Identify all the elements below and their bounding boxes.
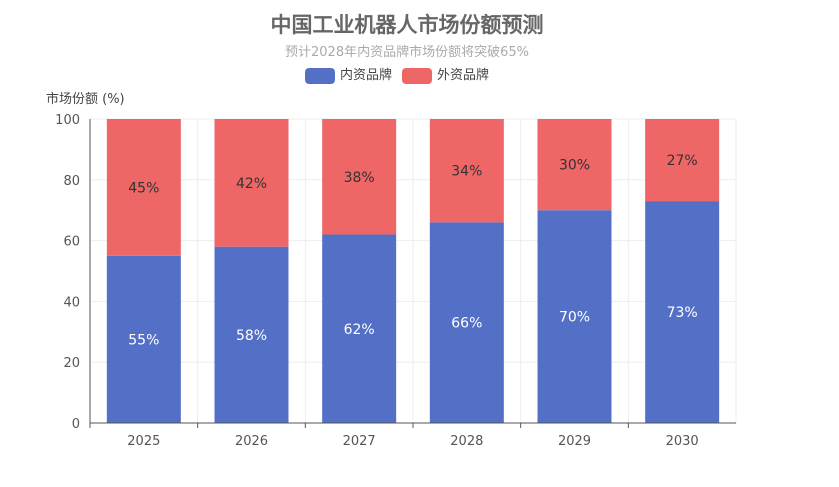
x-tick-label: 2026 <box>235 434 268 449</box>
bar-domestic <box>429 222 504 423</box>
chart-subtitle: 预计2028年内资品牌市场份额将突破65% <box>285 45 529 60</box>
legend: 内资品牌 外资品牌 <box>305 68 489 84</box>
data-label: 73% <box>667 305 698 321</box>
legend-swatch <box>402 68 433 84</box>
legend-item-domestic[interactable]: 内资品牌 <box>305 68 392 84</box>
x-tick-label: 2025 <box>127 434 160 449</box>
data-label: 62% <box>344 322 375 338</box>
x-tick-label: 2027 <box>343 434 376 449</box>
legend-label: 外资品牌 <box>437 68 490 83</box>
chart-title: 中国工业机器人市场份额预测 <box>270 13 544 37</box>
bar-foreign <box>106 119 181 256</box>
y-axis-label: 市场份额 (%) <box>46 92 125 107</box>
x-tick-label: 2029 <box>558 434 591 449</box>
data-label: 58% <box>236 328 267 344</box>
y-tick-label: 100 <box>55 113 80 128</box>
data-label: 55% <box>128 332 159 348</box>
bar-foreign <box>645 119 720 202</box>
y-tick-label: 80 <box>63 174 80 189</box>
data-label: 34% <box>451 164 482 180</box>
y-tick-label: 40 <box>63 295 80 310</box>
bar-domestic <box>106 255 181 423</box>
bar-domestic <box>322 234 397 423</box>
legend-item-foreign[interactable]: 外资品牌 <box>402 68 489 84</box>
data-label: 38% <box>344 170 375 186</box>
bar-foreign <box>537 119 612 211</box>
bar-domestic <box>645 201 720 423</box>
x-tick-label: 2028 <box>450 434 483 449</box>
bar-foreign <box>322 119 397 235</box>
y-tick-label: 0 <box>72 417 80 432</box>
data-label: 27% <box>667 153 698 169</box>
data-label: 66% <box>451 316 482 332</box>
y-tick-label: 60 <box>63 235 80 250</box>
bar-domestic <box>537 210 612 423</box>
legend-swatch <box>305 68 335 84</box>
bar-foreign <box>214 119 289 247</box>
data-label: 30% <box>559 158 590 174</box>
bar-domestic <box>214 246 289 423</box>
legend-label: 内资品牌 <box>340 68 393 83</box>
x-tick-label: 2030 <box>666 434 699 449</box>
data-label: 70% <box>559 310 590 326</box>
data-label: 42% <box>236 176 267 192</box>
y-tick-label: 20 <box>63 356 80 371</box>
data-label: 45% <box>128 180 159 196</box>
bar-foreign <box>429 119 504 223</box>
